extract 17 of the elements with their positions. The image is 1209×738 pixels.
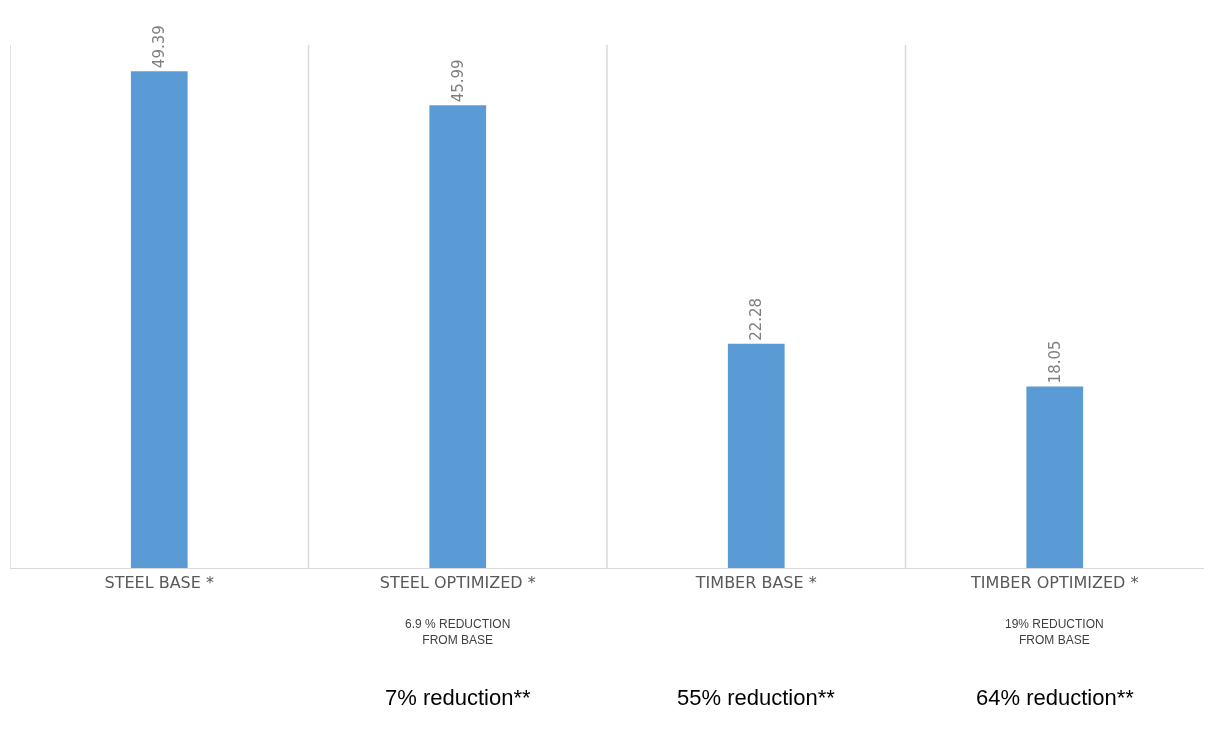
text: 7% reduction** <box>385 685 531 710</box>
text: 55% reduction** <box>677 685 836 710</box>
x-tick-label: TIMBER OPTIMIZED * <box>970 573 1139 593</box>
data-label: 49.39 <box>150 25 169 69</box>
data-label: 22.28 <box>747 297 766 341</box>
bar <box>130 71 188 568</box>
bar <box>429 105 487 568</box>
x-tick-label: STEEL BASE * <box>104 573 214 593</box>
bar <box>1026 386 1084 568</box>
bar <box>727 343 785 568</box>
data-label: 45.99 <box>448 59 467 103</box>
x-tick-label: TIMBER BASE * <box>694 573 817 593</box>
x-tick-label: STEEL OPTIMIZED * <box>379 573 536 593</box>
text: 64% reduction** <box>976 685 1135 710</box>
data-label: 18.05 <box>1045 340 1064 384</box>
text: 19% REDUCTION FROM BASE <box>1005 617 1104 647</box>
text: 6.9 % REDUCTION FROM BASE <box>405 617 511 647</box>
